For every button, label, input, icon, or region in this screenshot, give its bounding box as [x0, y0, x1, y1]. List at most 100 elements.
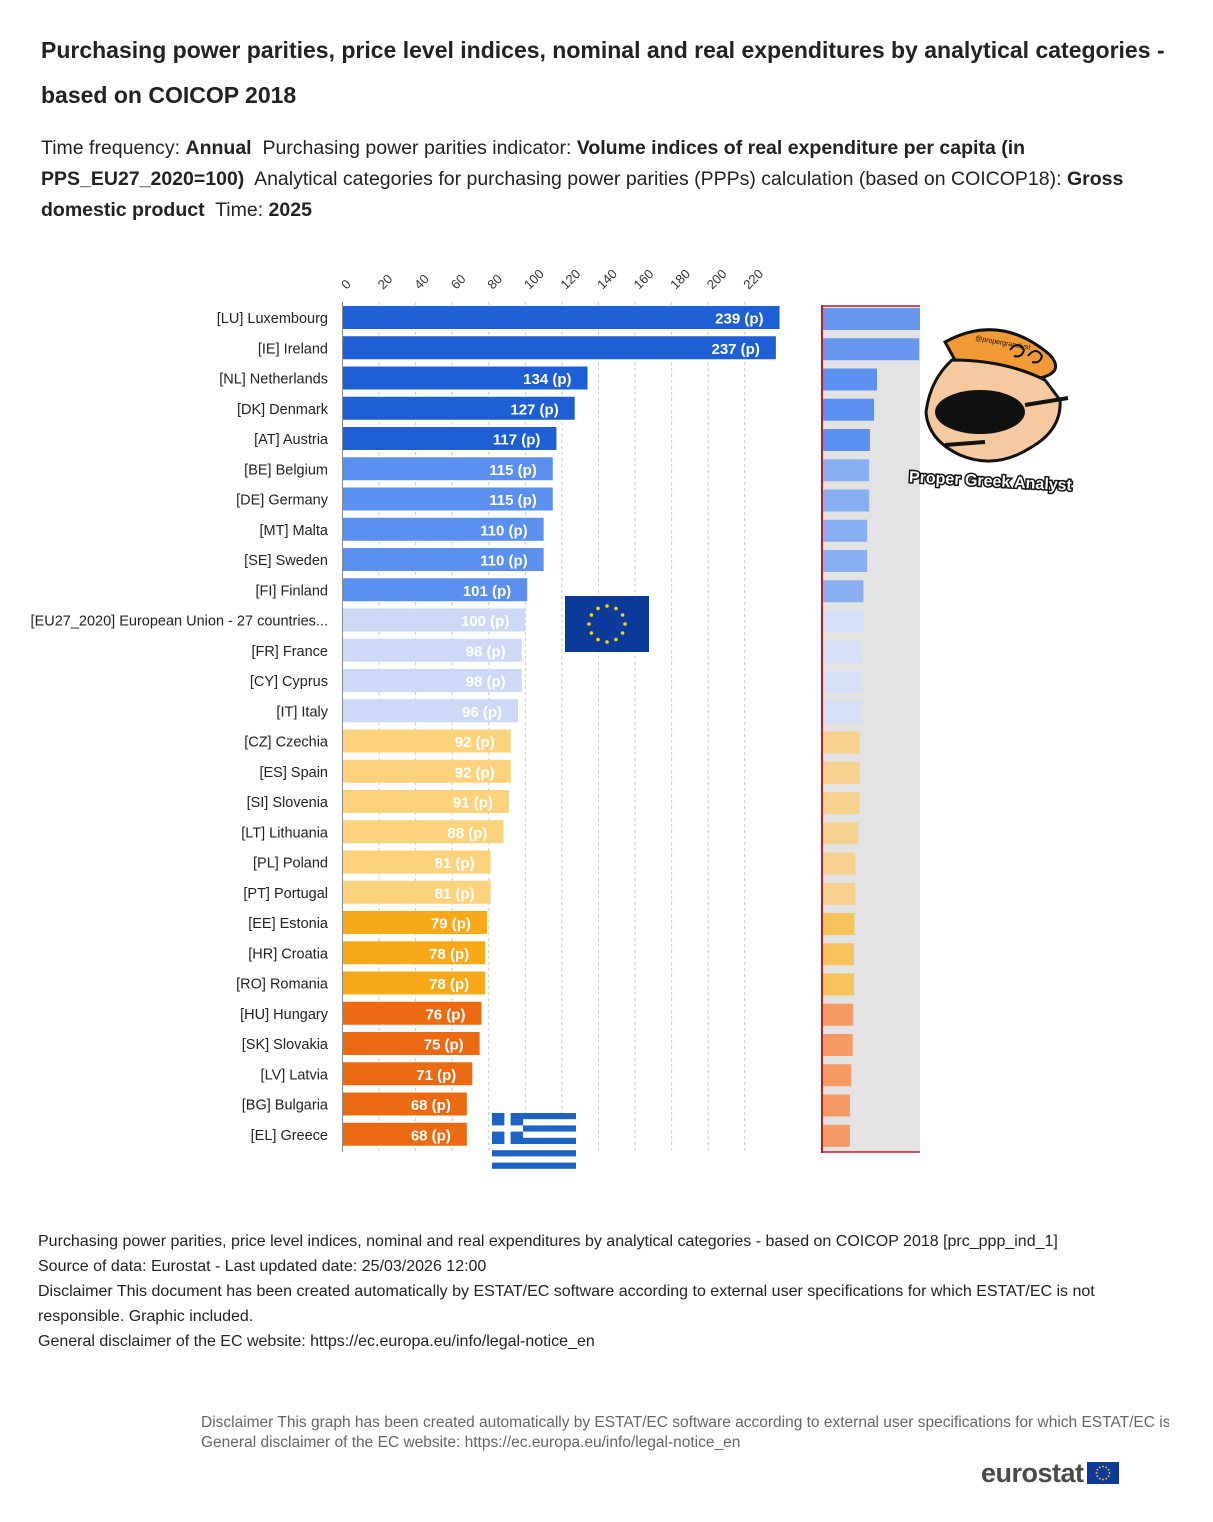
eu-star [620, 613, 625, 617]
mini-bar [822, 429, 870, 451]
bar [342, 366, 588, 390]
bar [342, 336, 776, 360]
category-label: [BG] Bulgaria [242, 1098, 329, 1114]
value-label: 127 (p) [510, 401, 558, 418]
value-label: 110 (p) [480, 522, 528, 539]
brand-star [1107, 1475, 1110, 1478]
brand-star [1098, 1477, 1101, 1480]
time-label: Time: [215, 199, 264, 221]
bar [342, 306, 780, 329]
bar [342, 1001, 482, 1025]
freq-value: Annual [185, 137, 252, 159]
value-label: 117 (p) [493, 432, 541, 449]
bar-chart: 0 20 40 60 80 100 120 140 160 180 200 220 [LU] Luxe… [31, 266, 1074, 1169]
category-label: [LU] Luxembourg [217, 311, 328, 327]
eu-star [589, 631, 594, 635]
footer-dataset: Purchasing power parities, price level i… [38, 1233, 1058, 1250]
bar [342, 578, 528, 602]
graph-disclaimer-line1: Disclaimer This graph has been created a… [201, 1414, 1169, 1431]
mini-bar [822, 489, 870, 512]
x-tick-label: 100 [521, 266, 547, 292]
bar [342, 1032, 480, 1055]
category-label: [CY] Cyprus [250, 674, 328, 690]
eu-star [605, 604, 609, 608]
value-label: 98 (p) [466, 674, 506, 691]
value-label: 81 (p) [435, 855, 475, 872]
mini-bar [822, 1034, 853, 1056]
greek-flag-stripe [492, 1162, 576, 1169]
category-label: [NL] Netherlands [219, 372, 328, 388]
brand-star [1108, 1472, 1110, 1474]
bar [342, 759, 511, 783]
category-label: [DE] Germany [236, 493, 329, 509]
mini-bar [822, 338, 920, 361]
greek-flag [492, 1113, 576, 1169]
x-tick-label: 200 [704, 266, 730, 292]
mini-bar [822, 792, 860, 814]
category-label: [SE] Sweden [244, 553, 328, 569]
x-tick-label: 120 [557, 266, 583, 292]
x-tick-label: 60 [448, 271, 469, 292]
mini-bar [822, 943, 854, 966]
chart-title: Purchasing power parities, price level i… [41, 37, 1165, 108]
category-label: Analytical categories for purchasing pow… [254, 168, 1062, 190]
category-label: [EU27_2020] European Union - 27 countrie… [31, 614, 328, 630]
category-label: [LV] Latvia [261, 1067, 329, 1083]
mini-bar [822, 580, 864, 603]
mascot-patch-strap [1024, 396, 1069, 407]
bar [342, 941, 486, 965]
bar [342, 396, 575, 420]
mini-bar [822, 640, 863, 663]
x-tick-label: 220 [740, 266, 766, 292]
freq-label: Time frequency: [41, 137, 181, 159]
category-label: [IT] Italy [276, 704, 328, 720]
mini-bar [822, 1003, 854, 1026]
mascot-mouth [944, 440, 986, 447]
brand-star [1101, 1478, 1104, 1481]
category-label: [ES] Spain [259, 765, 328, 781]
mini-bar [822, 519, 868, 542]
indicator-label: Purchasing power parities indicator: [262, 137, 572, 159]
value-label: 88 (p) [447, 825, 487, 842]
value-label: 91 (p) [453, 795, 493, 812]
greek-flag-stripe [492, 1113, 576, 1120]
eu-star [596, 606, 600, 611]
bar [342, 790, 509, 813]
eurostat-flag-icon [1086, 1462, 1119, 1484]
category-label: [EE] Estonia [248, 916, 329, 932]
mini-bar [822, 368, 877, 391]
x-tick-label: 160 [631, 266, 657, 292]
indicator-value: Volume indices of real expenditure per c… [41, 137, 1026, 190]
x-tick-label: 20 [375, 271, 396, 292]
time-value: 2025 [268, 199, 312, 221]
eu-star [605, 640, 609, 644]
mini-bar [822, 761, 860, 784]
category-label: [IE] Ireland [258, 341, 328, 357]
mini-bar [822, 731, 860, 754]
category-label: [LT] Lithuania [241, 825, 329, 841]
bar [342, 608, 526, 632]
category-label: [FR] France [251, 644, 328, 660]
mini-bar [822, 671, 863, 693]
bar [342, 669, 522, 692]
category-label: [AT] Austria [254, 432, 329, 448]
eu-star [614, 637, 618, 642]
mascot-eyepatch [935, 390, 1025, 434]
category-label: [MT] Malta [260, 523, 329, 539]
eurostat-logo: eurostat [981, 1455, 1119, 1491]
bar [342, 850, 491, 874]
value-label: 98 (p) [466, 643, 506, 660]
greek-flag-cross-h [492, 1125, 523, 1132]
eu-star [589, 613, 594, 617]
mini-bar [822, 459, 870, 482]
category-value: Gross domestic product [41, 168, 1124, 221]
bar [342, 1092, 467, 1116]
category-labels: [LU] Luxembourg [IE] Ireland [NL] Netherla… [31, 311, 329, 1144]
category-label: [HU] Hungary [240, 1007, 329, 1023]
footer-source: Source of data: Eurostat - Last updated … [38, 1258, 487, 1275]
value-label: 96 (p) [462, 704, 502, 721]
greek-flag-stripe [492, 1125, 576, 1132]
eu-star [620, 631, 625, 635]
eurostat-wordmark: eurostat [981, 1457, 1084, 1488]
greek-flag-stripe [492, 1137, 576, 1144]
